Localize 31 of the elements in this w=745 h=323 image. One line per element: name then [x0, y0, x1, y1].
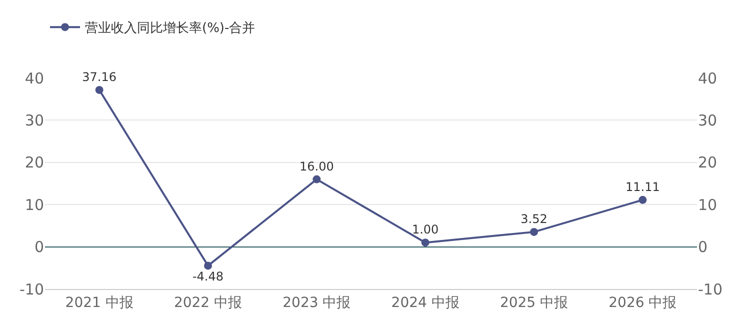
data-label: -4.48 [192, 270, 224, 284]
data-label: 37.16 [82, 70, 117, 84]
x-tick-label: 2026 中报 [608, 294, 677, 311]
x-tick-label: 2025 中报 [500, 294, 568, 311]
y2-tick-label: 30 [698, 111, 718, 130]
y2-tick-label: -10 [698, 280, 722, 298]
y-tick-label: 20 [24, 154, 44, 172]
point [638, 196, 647, 204]
point [530, 228, 538, 236]
y-tick-label: -10 [20, 280, 44, 298]
y-tick-label: 0 [34, 238, 44, 256]
point [421, 238, 430, 247]
x-tick-label: 2021 中报 [65, 294, 134, 311]
point [95, 86, 104, 94]
y2-tick-label: 0 [698, 238, 708, 256]
x-tick-label: 2023 中报 [282, 294, 351, 311]
data-label: 11.11 [625, 180, 660, 194]
point [204, 262, 212, 270]
data-label: 3.52 [520, 212, 548, 226]
y2-tick-label: 20 [698, 154, 718, 172]
legend-label: 营业收入同比增长率(%)-合并 [85, 20, 256, 36]
data-label: 1.00 [412, 222, 439, 237]
y-tick-label: 40 [24, 69, 44, 88]
point [312, 175, 321, 184]
data-label: 16.00 [299, 159, 334, 174]
y2-tick-label: 10 [698, 196, 718, 214]
y2-tick-label: 40 [698, 69, 718, 88]
y-tick-label: 30 [24, 111, 44, 130]
x-tick-label: 2022 中报 [174, 294, 242, 311]
x-tick-label: 2024 中报 [391, 294, 460, 311]
y-tick-label: 10 [24, 196, 44, 214]
